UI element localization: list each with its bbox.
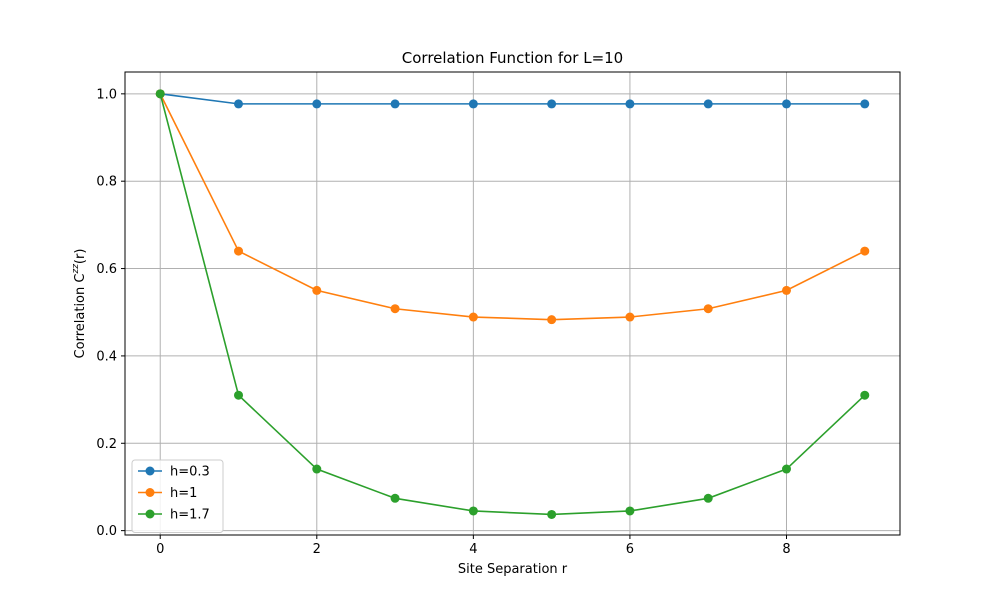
x-axis-label: Site Separation r (458, 562, 568, 577)
y-axis-label-prefix: Correlation C (73, 274, 88, 359)
y-tick-label: 1.0 (96, 87, 117, 102)
data-point (390, 493, 400, 503)
data-point (547, 509, 557, 519)
legend-swatch-marker (145, 488, 155, 497)
series-line (159, 93, 866, 321)
series-h=1.7 (155, 89, 870, 519)
series-layer (155, 89, 870, 519)
x-tick-label: 4 (469, 542, 477, 557)
x-tick-label: 0 (156, 542, 164, 557)
data-point (312, 285, 322, 295)
data-point (547, 99, 557, 109)
data-point (312, 99, 322, 109)
data-point (860, 246, 870, 256)
data-point (703, 304, 713, 314)
legend-label: h=0.3 (170, 465, 210, 480)
legend-item: h=1 (138, 486, 197, 501)
x-tick-label: 6 (626, 542, 634, 557)
series-line (160, 93, 865, 105)
data-point (468, 99, 478, 109)
data-point (625, 312, 635, 322)
data-point (155, 89, 165, 99)
data-point (781, 464, 791, 474)
data-point (468, 506, 478, 516)
legend-item: h=1.7 (138, 508, 210, 523)
grid (125, 72, 900, 535)
legend-label: h=1.7 (170, 508, 210, 523)
data-point (234, 246, 244, 256)
y-tick-label: 0.8 (96, 175, 117, 190)
data-point (390, 99, 400, 109)
data-point (703, 99, 713, 109)
data-point (468, 312, 478, 322)
x-tick-label: 8 (782, 542, 790, 557)
y-axis-label-superscript: zz (71, 264, 81, 275)
y-axis-label-suffix: (r) (73, 249, 88, 265)
legend-swatch-marker (145, 466, 155, 476)
ticks: 0 2 4 6 8 0.0 0.2 0.4 0.6 0.8 1.0 (96, 87, 790, 557)
data-point (234, 99, 244, 109)
data-point (703, 493, 713, 503)
legend-swatch-marker (145, 509, 155, 519)
chart-title: Correlation Function for L=10 (402, 49, 623, 67)
legend-item: h=0.3 (138, 465, 210, 480)
data-point (781, 99, 791, 109)
data-point (860, 99, 870, 109)
y-axis-label: Correlation Czz(r) (71, 249, 88, 359)
data-point (390, 304, 400, 314)
data-point (547, 315, 557, 325)
data-point (625, 99, 635, 109)
plot-frame (124, 71, 901, 536)
data-point (781, 285, 791, 295)
data-point (860, 390, 870, 400)
legend: h=0.3 h=1 h=1.7 (131, 459, 224, 533)
y-tick-label: 0.0 (96, 524, 117, 539)
x-tick-label: 2 (313, 542, 321, 557)
legend-label: h=1 (170, 486, 197, 501)
y-tick-label: 0.4 (96, 349, 117, 364)
series-line (159, 93, 866, 516)
data-point (625, 506, 635, 516)
y-tick-label: 0.6 (96, 262, 117, 277)
series-h=0.3 (155, 89, 870, 109)
data-point (234, 390, 244, 400)
data-point (312, 464, 322, 474)
y-tick-label: 0.2 (96, 437, 117, 452)
